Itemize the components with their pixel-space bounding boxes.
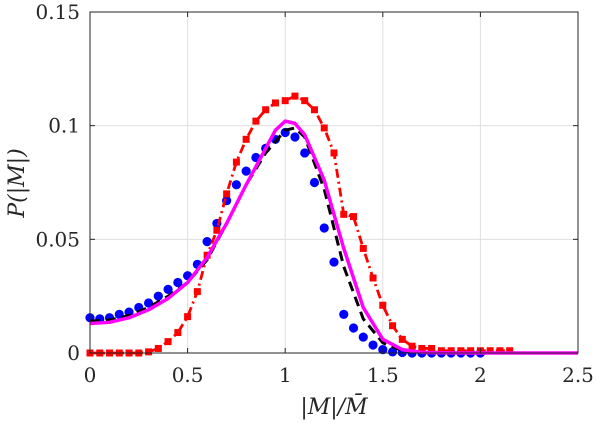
series-0-point <box>173 277 183 288</box>
series-0-point <box>290 132 300 142</box>
series-0-point <box>387 347 398 357</box>
series-1-marker <box>291 92 299 100</box>
series-0-point <box>368 340 378 350</box>
series-1-marker <box>379 301 387 309</box>
series-0-point <box>202 237 212 247</box>
series-0-point <box>231 180 241 190</box>
y-tick-label: 0.1 <box>48 114 80 138</box>
series-1-marker <box>350 213 358 221</box>
series-1-marker <box>428 344 436 352</box>
x-tick-label: 0 <box>84 363 97 387</box>
series-1-marker <box>164 338 172 346</box>
series-0-point <box>300 148 310 158</box>
series-1-marker <box>330 149 338 157</box>
series-1-marker <box>174 329 182 337</box>
series-1-marker <box>486 347 494 355</box>
series-0-point <box>163 284 173 294</box>
series-1-marker <box>457 347 465 355</box>
series-1-marker <box>408 342 416 350</box>
y-axis-label: P(|M|) <box>5 148 30 218</box>
series-1-marker <box>398 335 406 343</box>
ticks: 0 0.5 1 1.5 2 2.5 0 0.05 0.1 0.15 <box>35 0 593 387</box>
series-0-point <box>339 309 349 319</box>
series-1-marker <box>389 322 397 330</box>
series-1-marker <box>496 347 504 355</box>
x-axis-label: |M|/M̄ <box>300 393 368 420</box>
series-1-marker <box>506 347 514 355</box>
series-0-point <box>124 307 134 317</box>
series-1-marker <box>359 244 367 252</box>
series-1-marker <box>213 226 221 234</box>
series-1-marker <box>154 344 162 352</box>
series-0-point <box>329 257 339 267</box>
series-0-point <box>348 323 359 333</box>
series-0-point <box>358 332 368 342</box>
series-0-point <box>309 177 320 188</box>
series-1-marker <box>242 135 250 143</box>
x-tick-label: 0.5 <box>172 363 204 387</box>
series-0-point <box>153 291 163 301</box>
series-1-marker <box>184 313 192 321</box>
y-tick-label: 0.15 <box>35 0 80 24</box>
series-1-marker <box>223 190 231 198</box>
y-tick-label: 0 <box>67 341 80 365</box>
series-1-marker <box>232 158 240 166</box>
series-1-marker <box>310 106 318 114</box>
series-0-point <box>319 223 329 233</box>
series-1-marker <box>252 117 260 125</box>
y-tick-label: 0.05 <box>35 227 80 251</box>
x-tick-label: 1.5 <box>367 363 399 387</box>
x-tick-label: 1 <box>279 363 292 387</box>
series-1-marker <box>418 344 426 352</box>
x-tick-label: 2.5 <box>562 363 594 387</box>
series-1-marker <box>262 106 270 114</box>
series-1-marker <box>281 97 289 105</box>
series-1-marker <box>369 274 377 282</box>
plot-frame <box>89 11 579 354</box>
series-1-marker <box>340 210 348 218</box>
series-1-marker <box>193 288 201 296</box>
series-1-marker <box>437 347 445 355</box>
series-1-marker <box>145 348 153 356</box>
x-tick-label: 2 <box>474 363 487 387</box>
series-0-point <box>241 166 251 176</box>
series-1-marker <box>447 347 455 355</box>
series-1-marker <box>301 97 309 105</box>
series-0-point <box>143 298 154 308</box>
series-1-marker <box>271 99 279 107</box>
series-1-marker <box>467 347 475 355</box>
series-1-marker <box>320 124 328 132</box>
